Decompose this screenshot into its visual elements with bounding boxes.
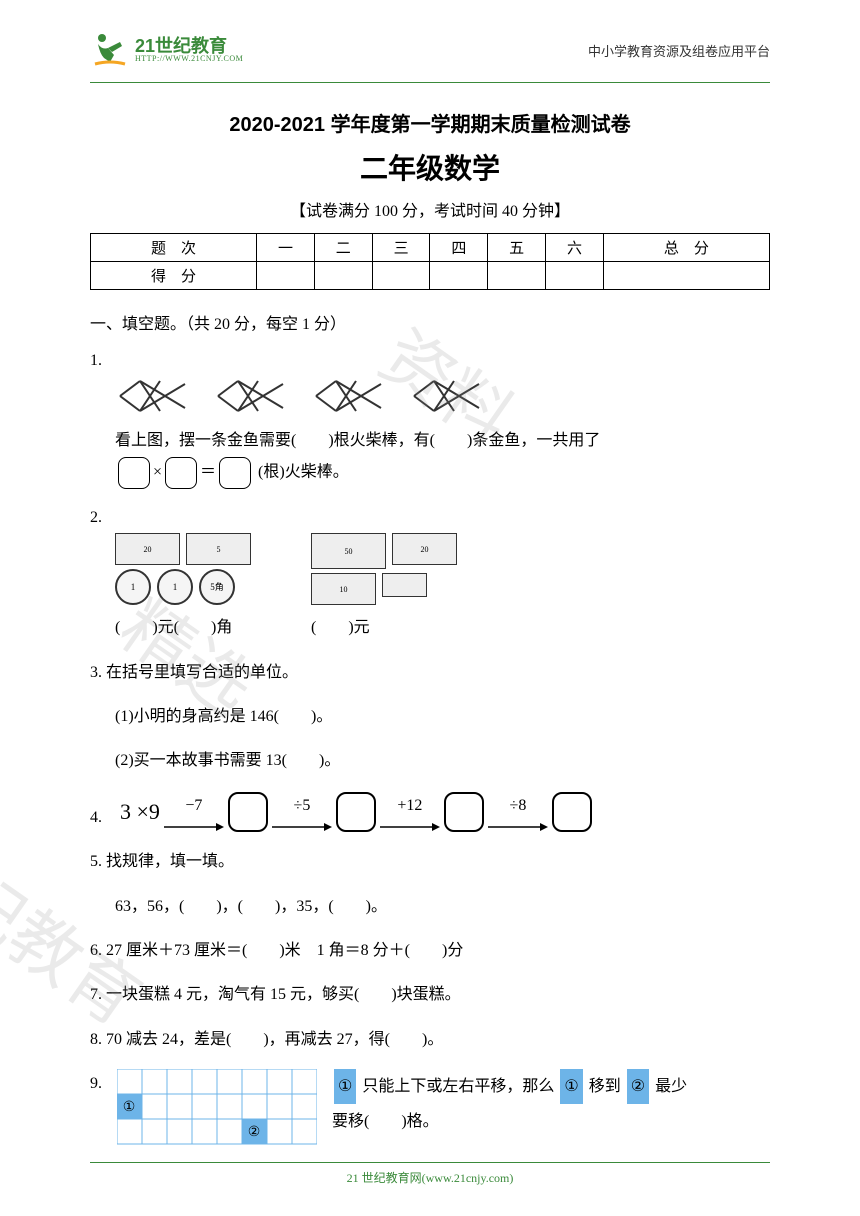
header-right-text: 中小学教育资源及组卷应用平台 xyxy=(588,41,770,60)
chain-op: −7 xyxy=(185,791,202,821)
page-header: 21世纪教育 HTTP://WWW.21CNJY.COM 中小学教育资源及组卷应… xyxy=(0,0,860,80)
question-6: 6. 27 厘米＋73 厘米＝( )米 1 角＝8 分＋( )分 xyxy=(90,936,770,966)
banknote-50: 50 xyxy=(311,533,386,569)
content-area: 资料 精选 世纪教育 2020-2021 学年度第一学期期末质量检测试卷 二年级… xyxy=(0,83,860,1149)
td-label: 得 分 xyxy=(91,262,257,290)
question-3: 3. 在括号里填写合适的单位。 xyxy=(90,658,770,688)
q2-number: 2. xyxy=(90,509,102,526)
q9-text: ① 只能上下或左右平移，那么 ① 移到 ② 最少 要移( )格。 xyxy=(332,1069,770,1139)
grid-diagram: ① ② xyxy=(117,1069,317,1149)
blank-box xyxy=(336,792,376,832)
question-2: 2. 20 5 1 1 5角 ( )元( )角 50 20 xyxy=(90,503,770,644)
q1-number: 1. xyxy=(90,352,102,369)
arrow-icon xyxy=(488,821,548,833)
question-5: 5. 找规律，填一填。 xyxy=(90,847,770,877)
coin-1: 1 xyxy=(115,569,151,605)
banknote-20: 20 xyxy=(392,533,457,565)
q1-text: 看上图，摆一条金鱼需要( )根火柴棒，有( )条金鱼，一共用了 xyxy=(115,426,770,456)
page-footer: 21 世纪教育网(www.21cnjy.com) xyxy=(0,1162,860,1186)
q1-suffix: (根)火柴棒。 xyxy=(258,463,349,480)
coin-1: 1 xyxy=(157,569,193,605)
money-label-2: ( )元 xyxy=(311,613,457,643)
blank-box xyxy=(444,792,484,832)
footer-divider xyxy=(90,1162,770,1163)
blank-box xyxy=(228,792,268,832)
q9-number: 9. xyxy=(90,1069,102,1099)
td-blank xyxy=(603,262,769,290)
question-4: 4. 3 ×9 −7 ÷5 +12 ÷8 xyxy=(90,791,770,833)
fish-icon xyxy=(409,376,489,416)
logo-sub-text: HTTP://WWW.21CNJY.COM xyxy=(135,55,243,63)
th-col: 五 xyxy=(488,234,546,262)
question-7: 7. 一块蛋糕 4 元，淘气有 15 元，够买( )块蛋糕。 xyxy=(90,980,770,1010)
chain-op: ÷5 xyxy=(294,791,311,821)
coin-5jiao: 5角 xyxy=(199,569,235,605)
exam-title-line2: 二年级数学 xyxy=(90,147,770,187)
question-8: 8. 70 减去 24，差是( )，再减去 27，得( )。 xyxy=(90,1025,770,1055)
footer-text: 21 世纪教育网(www.21cnjy.com) xyxy=(347,1171,514,1185)
score-table: 题 次 一 二 三 四 五 六 总 分 得 分 xyxy=(90,233,770,290)
question-3-1: (1)小明的身高约是 146( )。 xyxy=(115,702,770,732)
arrow-icon xyxy=(164,821,224,833)
banknote-20: 20 xyxy=(115,533,180,565)
blank-box xyxy=(118,457,150,489)
money-group-1: 20 5 1 1 5角 ( )元( )角 xyxy=(115,533,251,643)
td-blank xyxy=(488,262,546,290)
operation-chain: 3 ×9 −7 ÷5 +12 ÷8 xyxy=(120,791,592,833)
circled-1: ① xyxy=(334,1069,356,1104)
td-blank xyxy=(430,262,488,290)
exam-subtitle: 【试卷满分 100 分，考试时间 40 分钟】 xyxy=(90,197,770,221)
fish-icon xyxy=(115,376,195,416)
th-col: 三 xyxy=(372,234,430,262)
th-label: 题 次 xyxy=(91,234,257,262)
logo: 21世纪教育 HTTP://WWW.21CNJY.COM xyxy=(90,30,243,70)
td-blank xyxy=(257,262,315,290)
th-col: 一 xyxy=(257,234,315,262)
banknote-10: 10 xyxy=(311,573,376,605)
td-blank xyxy=(546,262,604,290)
blank-box xyxy=(219,457,251,489)
chain-start: 3 ×9 xyxy=(120,791,160,833)
exam-title-line1: 2020-2021 学年度第一学期期末质量检测试卷 xyxy=(90,108,770,137)
logo-icon xyxy=(90,30,130,70)
logo-main-text: 21世纪教育 xyxy=(135,37,243,55)
question-9: 9. ① ② ① 只能上下或左右平移，那么 ① 移到 ② 最少 要移( )格。 xyxy=(90,1069,770,1149)
question-1: 1. 看上图，摆一条金鱼需要( )根火柴棒，有( )条金鱼 xyxy=(90,346,770,489)
circled-1b: ① xyxy=(560,1069,582,1104)
fish-figures xyxy=(115,376,770,416)
money-label-1: ( )元( )角 xyxy=(115,613,251,643)
svg-text:①: ① xyxy=(123,1100,136,1115)
td-blank xyxy=(372,262,430,290)
section-1-title: 一、填空题。（共 20 分，每空 1 分） xyxy=(90,310,770,334)
th-total: 总 分 xyxy=(603,234,769,262)
blank-box xyxy=(552,792,592,832)
table-row: 得 分 xyxy=(91,262,770,290)
td-blank xyxy=(314,262,372,290)
money-group-2: 50 20 10 ( )元 xyxy=(311,533,457,643)
th-col: 六 xyxy=(546,234,604,262)
th-col: 四 xyxy=(430,234,488,262)
chain-op: +12 xyxy=(397,791,422,821)
question-5-seq: 63，56，( )，( )，35，( )。 xyxy=(115,892,770,922)
circled-2: ② xyxy=(627,1069,649,1104)
banknote-5: 5 xyxy=(186,533,251,565)
arrow-icon xyxy=(380,821,440,833)
q4-number: 4. xyxy=(90,803,102,833)
question-3-2: (2)买一本故事书需要 13( )。 xyxy=(115,746,770,776)
fish-icon xyxy=(311,376,391,416)
chain-op: ÷8 xyxy=(510,791,527,821)
arrow-icon xyxy=(272,821,332,833)
svg-text:②: ② xyxy=(248,1125,261,1140)
th-col: 二 xyxy=(314,234,372,262)
blank-box xyxy=(165,457,197,489)
fish-icon xyxy=(213,376,293,416)
table-row: 题 次 一 二 三 四 五 六 总 分 xyxy=(91,234,770,262)
banknote-small xyxy=(382,573,427,597)
